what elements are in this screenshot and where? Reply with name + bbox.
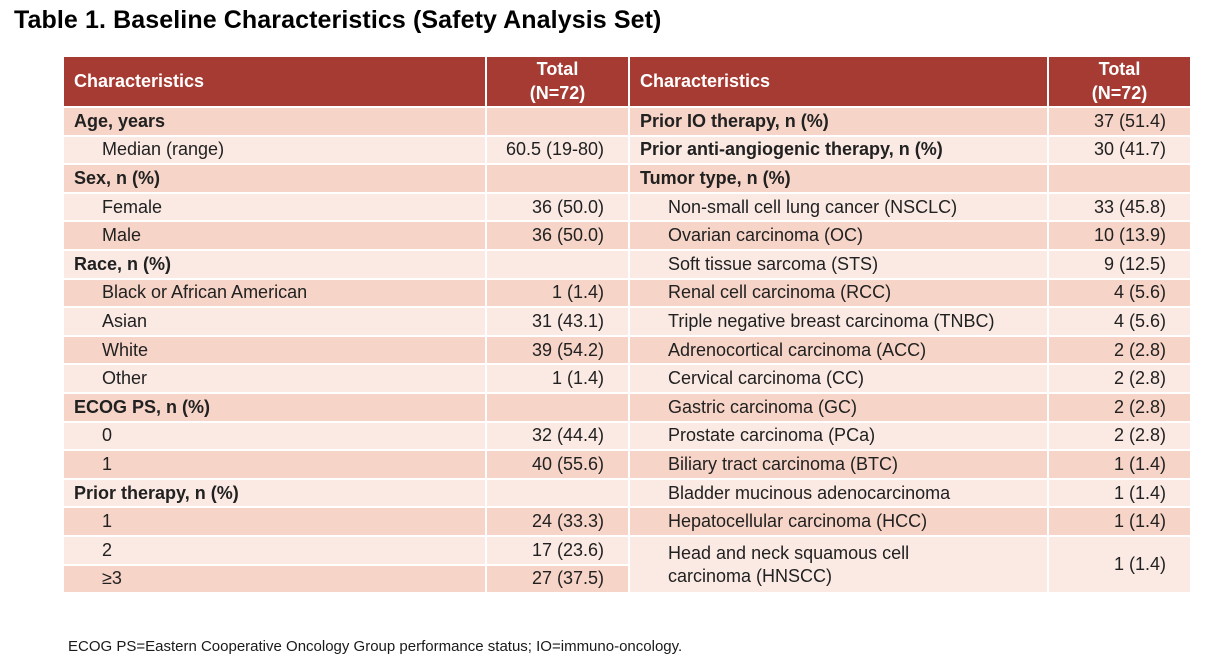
header-total-right: Total (N=72) — [1047, 55, 1192, 108]
total-cell: 1 (1.4) — [1047, 477, 1192, 509]
characteristic-cell: Ovarian carcinoma (OC) — [628, 220, 1049, 251]
total-cell: 9 (12.5) — [1047, 248, 1192, 280]
table-row: Prior therapy, n (%) Bladder mucinous ad… — [62, 477, 1192, 509]
characteristic-cell: Cervical carcinoma (CC) — [628, 363, 1049, 394]
page-title: Table 1. Baseline Characteristics (Safet… — [14, 6, 662, 34]
table-row: Median (range) 60.5 (19-80) Prior anti-a… — [62, 134, 1192, 166]
characteristic-cell: 0 — [62, 420, 487, 452]
total-cell — [485, 477, 630, 509]
characteristic-cell: 1 — [62, 506, 487, 537]
table-body: Age, years Prior IO therapy, n (%) 37 (5… — [62, 106, 1192, 595]
total-cell: 1 (1.4) — [1047, 449, 1192, 480]
total-cell: 32 (44.4) — [485, 420, 630, 452]
characteristic-cell: Female — [62, 191, 487, 223]
table-row: Black or African American 1 (1.4) Renal … — [62, 277, 1192, 309]
characteristic-cell: Asian — [62, 306, 487, 337]
table-row: Race, n (%) Soft tissue sarcoma (STS) 9 … — [62, 248, 1192, 280]
characteristic-cell: Adrenocortical carcinoma (ACC) — [628, 334, 1049, 366]
total-cell: 27 (37.5) — [485, 563, 630, 595]
table-row: Sex, n (%) Tumor type, n (%) — [62, 163, 1192, 194]
total-cell — [485, 163, 630, 194]
header-characteristics-right: Characteristics — [628, 55, 1049, 108]
characteristic-cell: 1 — [62, 449, 487, 480]
baseline-characteristics-table: Characteristics Total (N=72) Characteris… — [62, 55, 1192, 595]
characteristic-cell: 2 — [62, 534, 487, 566]
table-header: Characteristics Total (N=72) Characteris… — [62, 55, 1192, 108]
characteristic-cell: Biliary tract carcinoma (BTC) — [628, 449, 1049, 480]
total-cell: 4 (5.6) — [1047, 277, 1192, 309]
total-cell: 37 (51.4) — [1047, 106, 1192, 137]
characteristic-cell: Race, n (%) — [62, 248, 487, 280]
characteristic-cell: Median (range) — [62, 134, 487, 166]
table-row: Male 36 (50.0) Ovarian carcinoma (OC) 10… — [62, 220, 1192, 251]
table-row: Other 1 (1.4) Cervical carcinoma (CC) 2 … — [62, 363, 1192, 394]
total-cell: 33 (45.8) — [1047, 191, 1192, 223]
total-cell: 2 (2.8) — [1047, 334, 1192, 366]
characteristic-cell: Renal cell carcinoma (RCC) — [628, 277, 1049, 309]
characteristic-cell: White — [62, 334, 487, 366]
characteristic-cell: ≥3 — [62, 563, 487, 595]
table-row: 2 17 (23.6) Head and neck squamous cell … — [62, 534, 1192, 595]
characteristic-cell: Head and neck squamous cell carcinoma (H… — [628, 534, 1049, 595]
table-row: ECOG PS, n (%) Gastric carcinoma (GC) 2 … — [62, 391, 1192, 423]
total-cell: 60.5 (19-80) — [485, 134, 630, 166]
header-row: Characteristics Total (N=72) Characteris… — [62, 55, 1192, 108]
characteristic-cell: Non-small cell lung cancer (NSCLC) — [628, 191, 1049, 223]
total-cell: 2 (2.8) — [1047, 420, 1192, 452]
characteristic-cell: Other — [62, 363, 487, 394]
characteristic-cell: Bladder mucinous adenocarcinoma — [628, 477, 1049, 509]
footnote: ECOG PS=Eastern Cooperative Oncology Gro… — [68, 638, 683, 655]
table-row: Age, years Prior IO therapy, n (%) 37 (5… — [62, 106, 1192, 137]
characteristic-cell: Gastric carcinoma (GC) — [628, 391, 1049, 423]
table-row: Female 36 (50.0) Non-small cell lung can… — [62, 191, 1192, 223]
table-row: 0 32 (44.4) Prostate carcinoma (PCa) 2 (… — [62, 420, 1192, 452]
characteristic-cell: Prior anti-angiogenic therapy, n (%) — [628, 134, 1049, 166]
total-cell: 24 (33.3) — [485, 506, 630, 537]
total-cell: 1 (1.4) — [1047, 534, 1192, 595]
total-cell — [485, 391, 630, 423]
total-cell: 1 (1.4) — [485, 363, 630, 394]
characteristic-cell: Sex, n (%) — [62, 163, 487, 194]
characteristic-cell: Black or African American — [62, 277, 487, 309]
characteristic-cell: Prior IO therapy, n (%) — [628, 106, 1049, 137]
total-cell: 1 (1.4) — [1047, 506, 1192, 537]
total-cell: 30 (41.7) — [1047, 134, 1192, 166]
total-cell: 31 (43.1) — [485, 306, 630, 337]
characteristic-cell: Soft tissue sarcoma (STS) — [628, 248, 1049, 280]
total-cell: 36 (50.0) — [485, 220, 630, 251]
total-cell: 10 (13.9) — [1047, 220, 1192, 251]
characteristic-cell: Tumor type, n (%) — [628, 163, 1049, 194]
header-characteristics-left: Characteristics — [62, 55, 487, 108]
total-cell: 40 (55.6) — [485, 449, 630, 480]
characteristic-cell: Prostate carcinoma (PCa) — [628, 420, 1049, 452]
total-cell — [485, 106, 630, 137]
total-cell: 4 (5.6) — [1047, 306, 1192, 337]
table-row: Asian 31 (43.1) Triple negative breast c… — [62, 306, 1192, 337]
total-cell — [485, 248, 630, 280]
total-cell: 1 (1.4) — [485, 277, 630, 309]
total-cell: 39 (54.2) — [485, 334, 630, 366]
characteristic-cell: ECOG PS, n (%) — [62, 391, 487, 423]
table-row: ≥3 27 (37.5) — [62, 563, 1191, 595]
table-row: 1 24 (33.3) Hepatocellular carcinoma (HC… — [62, 506, 1192, 537]
characteristic-cell: Male — [62, 220, 487, 251]
total-cell: 2 (2.8) — [1047, 363, 1192, 394]
characteristic-cell: Age, years — [62, 106, 487, 137]
total-cell: 36 (50.0) — [485, 191, 630, 223]
characteristic-cell: Triple negative breast carcinoma (TNBC) — [628, 306, 1049, 337]
total-cell: 2 (2.8) — [1047, 391, 1192, 423]
total-cell: 17 (23.6) — [485, 534, 630, 566]
total-cell — [1047, 163, 1192, 194]
table-row: 1 40 (55.6) Biliary tract carcinoma (BTC… — [62, 449, 1192, 480]
characteristic-cell: Prior therapy, n (%) — [62, 477, 487, 509]
table-row: White 39 (54.2) Adrenocortical carcinoma… — [62, 334, 1192, 366]
header-total-left: Total (N=72) — [485, 55, 630, 108]
characteristic-cell: Hepatocellular carcinoma (HCC) — [628, 506, 1049, 537]
